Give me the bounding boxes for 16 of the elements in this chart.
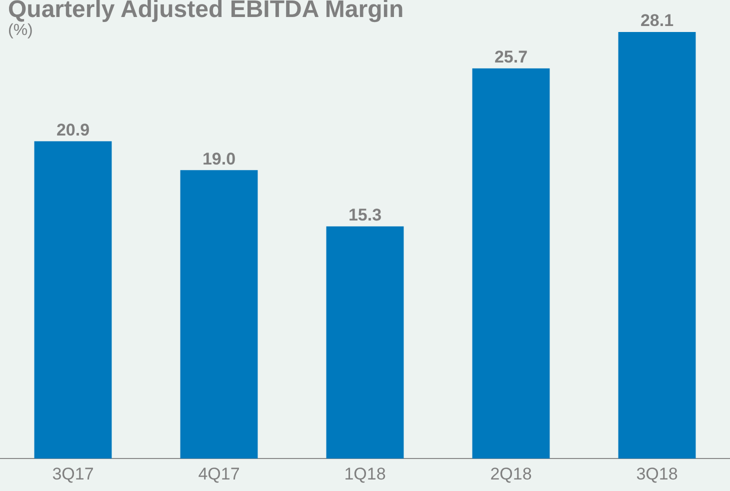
- chart-subtitle: (%): [8, 22, 33, 40]
- bar: [180, 170, 258, 459]
- bar: [472, 68, 550, 459]
- data-label: 28.1: [640, 11, 674, 30]
- data-label: 19.0: [202, 149, 236, 168]
- data-label: 20.9: [56, 120, 90, 140]
- data-label: 25.7: [494, 48, 528, 67]
- bar: [618, 32, 696, 459]
- x-tick-label: 3Q17: [52, 464, 94, 484]
- bar: [34, 141, 112, 459]
- data-label: 15.3: [348, 206, 382, 225]
- x-tick-label: 1Q18: [344, 464, 386, 484]
- x-tick-label: 2Q18: [490, 464, 532, 484]
- x-tick-label: 3Q18: [636, 464, 678, 484]
- bar: [326, 226, 404, 459]
- x-tick-label: 4Q17: [198, 464, 240, 484]
